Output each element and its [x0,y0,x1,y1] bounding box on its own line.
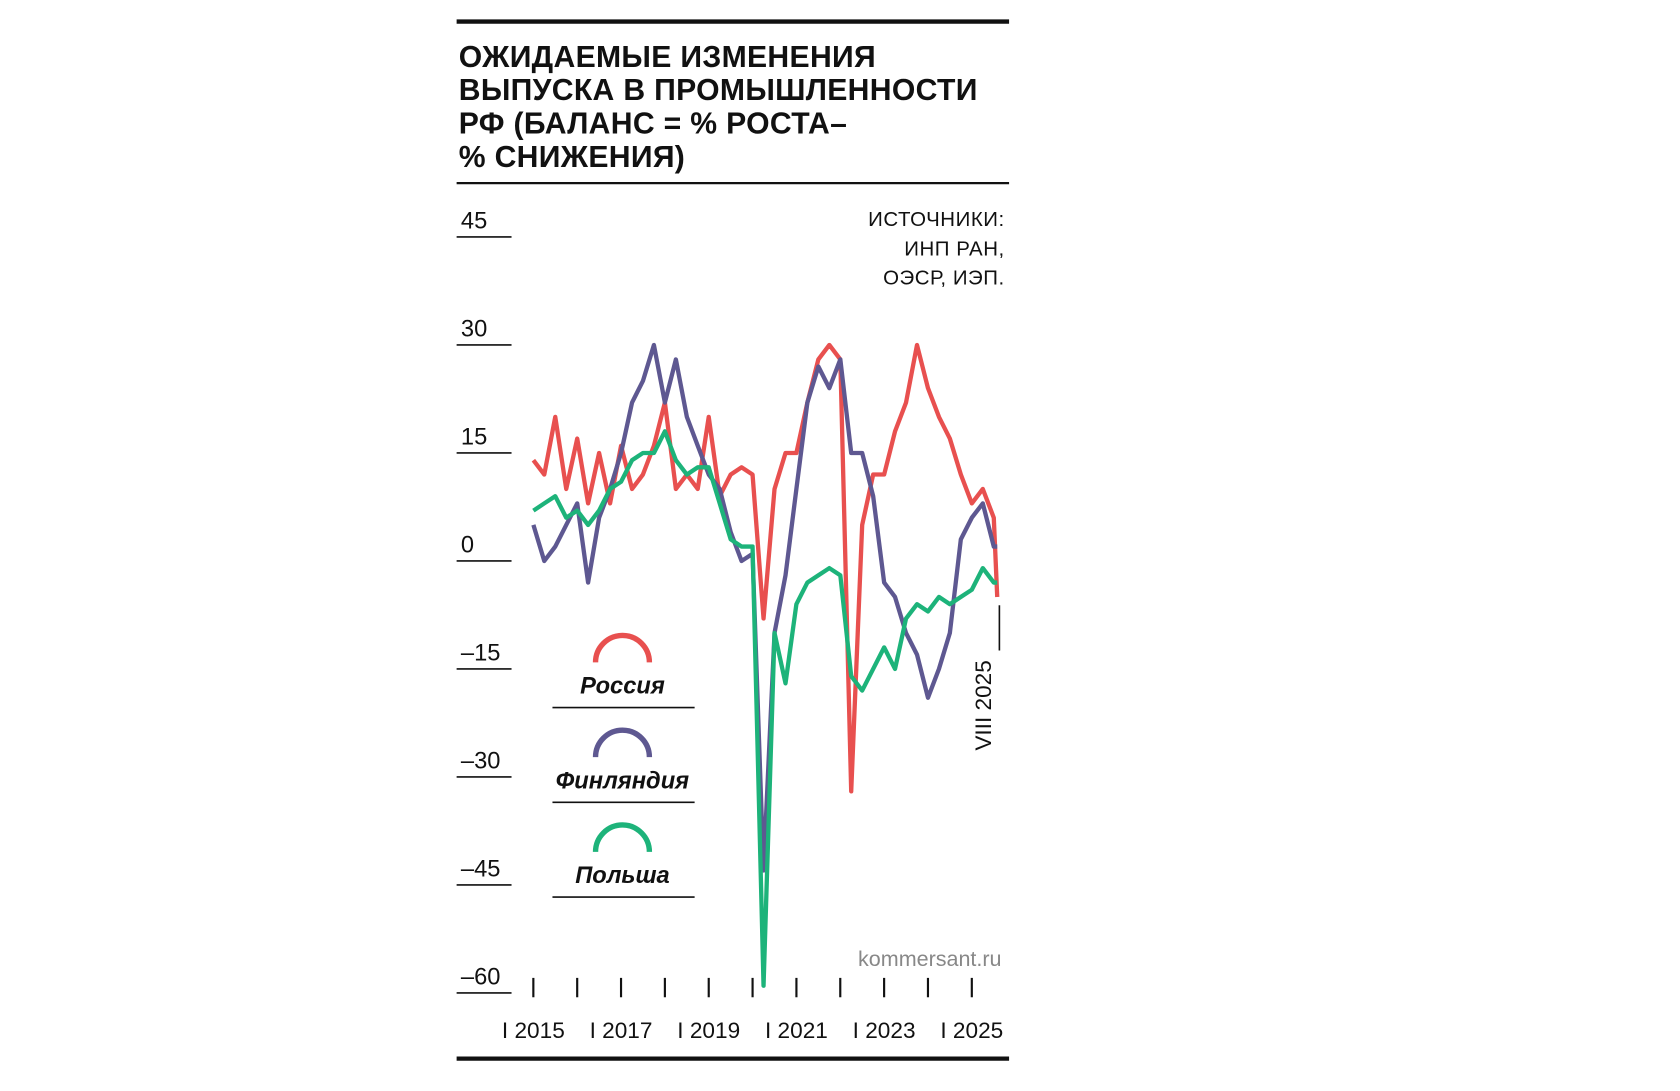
x-tick-label: I 2017 [590,1018,653,1043]
y-tick-label: –30 [461,748,501,774]
annotation-label: VIII 2025 [971,660,996,751]
chart-title: ОЖИДАЕМЫЕ ИЗМЕНЕНИЯ [459,41,876,74]
source-note: ИНП РАН, [904,237,1005,260]
y-tick-label: 30 [461,316,487,342]
y-tick-label: –60 [461,964,501,990]
chart-title: ВЫПУСКА В ПРОМЫШЛЕННОСТИ [459,74,978,107]
watermark: kommersant.ru [858,947,1001,971]
y-tick-label: 45 [461,208,487,234]
legend-symbol [592,727,653,758]
y-tick-label: –45 [461,856,501,882]
x-tick-label: I 2025 [940,1018,1003,1043]
x-tick-label: I 2019 [677,1018,740,1043]
x-tick-label: I 2021 [765,1018,828,1043]
source-note: ИСТОЧНИКИ: [868,208,1005,231]
x-tick-label: I 2015 [502,1018,565,1043]
legend-symbol [592,822,653,853]
y-tick-label: –15 [461,640,501,666]
y-tick-label: 15 [461,424,487,450]
legend-label: Польша [575,863,670,889]
x-tick-label: I 2023 [853,1018,916,1043]
source-note: ОЭСР, ИЭП. [883,266,1005,289]
y-tick-label: 0 [461,532,474,558]
chart-title: % СНИЖЕНИЯ) [459,141,685,174]
series-line [531,342,1000,794]
chart-title: РФ (БАЛАНС = % РОСТА– [459,108,847,141]
legend-label: Россия [580,674,665,700]
legend-label: Финляндия [556,768,689,794]
legend-symbol [592,632,653,663]
series-line [532,429,998,988]
